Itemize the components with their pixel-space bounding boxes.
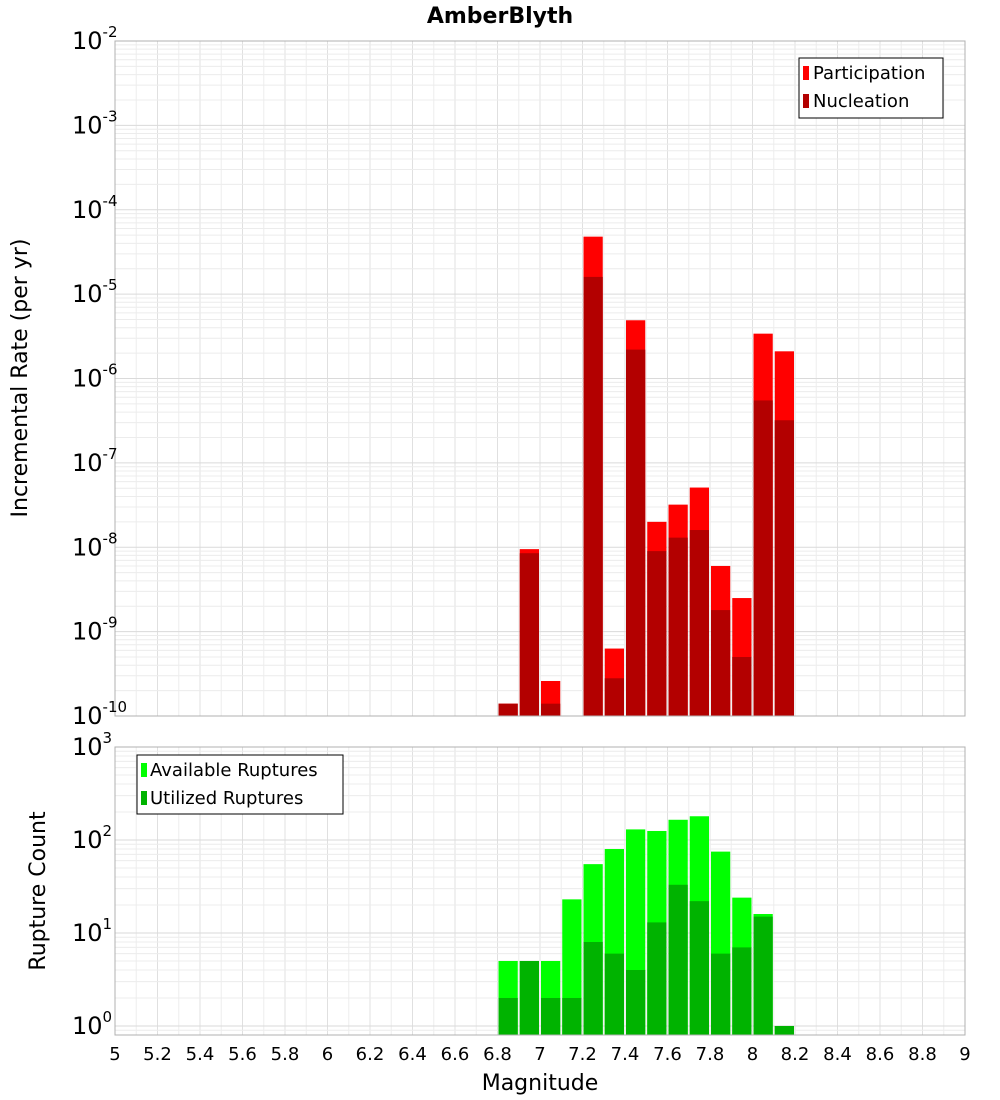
- bottom-bar-utilized-ruptures: [604, 953, 624, 1035]
- top-bar-nucleation: [626, 349, 646, 716]
- x-tick-label: 6.4: [398, 1044, 427, 1065]
- legend-label-participation: Participation: [813, 63, 925, 84]
- bottom-y-ticks: 100 101 102 103: [72, 729, 112, 1040]
- x-tick-label: 7.6: [653, 1044, 682, 1065]
- top-bar-nucleation: [647, 551, 667, 716]
- bottom-bar-utilized-ruptures: [626, 969, 646, 1035]
- legend-swatch-nucleation: [803, 94, 809, 108]
- bottom-bar-utilized-ruptures: [583, 942, 603, 1035]
- bottom-bar-utilized-ruptures: [732, 947, 752, 1035]
- legend-label-nucleation: Nucleation: [813, 91, 909, 112]
- top-legend-box: [798, 57, 944, 119]
- top-legend: Participation Nucleation: [798, 57, 944, 119]
- bottom-legend: Available Ruptures Utilized Ruptures: [136, 754, 344, 815]
- top-bar-nucleation: [498, 703, 518, 716]
- x-tick-label: 8.4: [823, 1044, 852, 1065]
- x-tick-label: 9: [959, 1044, 970, 1065]
- bottom-y-tick-label: 100: [72, 1008, 112, 1040]
- x-tick-label: 5.8: [271, 1044, 300, 1065]
- top-y-tick-label: 10-2: [72, 23, 118, 55]
- bottom-bar-utilized-ruptures: [689, 901, 709, 1035]
- bottom-y-axis-label: Rupture Count: [26, 811, 51, 971]
- x-tick-label: 8: [747, 1044, 758, 1065]
- top-y-tick-label: 10-9: [72, 614, 118, 646]
- bottom-bar-utilized-ruptures: [753, 916, 773, 1035]
- bottom-bars: [498, 816, 794, 1035]
- bottom-bar-utilized-ruptures: [647, 922, 667, 1035]
- bottom-bar-utilized-ruptures: [541, 997, 561, 1035]
- bottom-bar-utilized-ruptures: [519, 960, 539, 1035]
- top-y-tick-label: 10-7: [72, 445, 118, 477]
- top-bar-nucleation: [753, 400, 773, 716]
- x-tick-label: 8.8: [908, 1044, 937, 1065]
- x-tick-label: 7: [534, 1044, 545, 1065]
- bottom-y-tick-label: 102: [72, 822, 112, 854]
- x-tick-label: 6: [322, 1044, 333, 1065]
- top-bar-nucleation: [519, 553, 539, 716]
- x-tick-label: 5.6: [228, 1044, 257, 1065]
- x-tick-label: 7.4: [611, 1044, 640, 1065]
- top-y-tick-label: 10-6: [72, 361, 118, 393]
- bottom-plot-border: [114, 746, 966, 1036]
- top-bar-nucleation: [774, 420, 794, 716]
- top-bar-nucleation: [583, 276, 603, 716]
- top-y-tick-label: 10-10: [72, 698, 127, 730]
- bottom-bar-utilized-ruptures: [668, 884, 688, 1035]
- bottom-bar-utilized-ruptures: [562, 997, 582, 1035]
- top-y-axis-label: Incremental Rate (per yr): [8, 239, 33, 518]
- top-bar-nucleation: [541, 703, 561, 716]
- bottom-panel: 100 101 102 103 Rupture Count Available Rup…: [26, 729, 966, 1040]
- x-tick-label: 8.2: [781, 1044, 810, 1065]
- top-y-tick-label: 10-8: [72, 529, 118, 561]
- top-bar-nucleation: [604, 678, 624, 716]
- x-tick-label: 6.8: [483, 1044, 512, 1065]
- legend-label-utilized: Utilized Ruptures: [150, 788, 303, 809]
- x-tick-labels: 5 5.2 5.4 5.6 5.8 6 6.2 6.4 6.6 6.8 7 7.2 7.4 7.6 7.8 8…: [109, 1044, 970, 1065]
- bottom-bar-utilized-ruptures: [711, 953, 731, 1035]
- legend-label-available: Available Ruptures: [150, 760, 318, 781]
- top-y-tick-label: 10-5: [72, 276, 118, 308]
- x-tick-label: 5: [109, 1044, 120, 1065]
- top-bar-nucleation: [711, 610, 731, 716]
- top-y-tick-label: 10-3: [72, 107, 118, 139]
- top-gridlines: [114, 40, 966, 717]
- x-tick-label: 6.2: [356, 1044, 385, 1065]
- legend-swatch-participation: [803, 66, 809, 80]
- top-plot-border: [114, 40, 966, 717]
- x-tick-label: 7.2: [568, 1044, 597, 1065]
- top-y-ticks: 10-10 10-9 10-8 10-7 10-6 10-5 10-4 10-3 10-2: [72, 23, 127, 730]
- x-tick-label: 7.8: [696, 1044, 725, 1065]
- bottom-gridlines: [114, 746, 966, 1036]
- bottom-y-tick-label: 103: [72, 729, 112, 761]
- legend-swatch-available: [141, 763, 147, 777]
- x-tick-label: 5.2: [143, 1044, 172, 1065]
- top-y-tick-label: 10-4: [72, 192, 118, 224]
- top-panel: 10-10 10-9 10-8 10-7 10-6 10-5 10-4 10-3 10-2 In…: [8, 23, 966, 730]
- x-tick-label: 6.6: [441, 1044, 470, 1065]
- bottom-bar-utilized-ruptures: [774, 1025, 794, 1035]
- x-tick-label: 8.6: [866, 1044, 895, 1065]
- top-bar-nucleation: [668, 537, 688, 716]
- legend-swatch-utilized: [141, 791, 147, 805]
- top-bar-nucleation: [689, 530, 709, 716]
- x-axis-label: Magnitude: [482, 1071, 599, 1096]
- x-tick-label: 5.4: [186, 1044, 215, 1065]
- bottom-y-tick-label: 101: [72, 915, 112, 947]
- bottom-bar-utilized-ruptures: [498, 997, 518, 1035]
- bottom-legend-box: [136, 754, 344, 815]
- top-bars: [498, 236, 794, 716]
- top-bar-nucleation: [732, 657, 752, 716]
- chart-title: AmberBlyth: [427, 4, 573, 29]
